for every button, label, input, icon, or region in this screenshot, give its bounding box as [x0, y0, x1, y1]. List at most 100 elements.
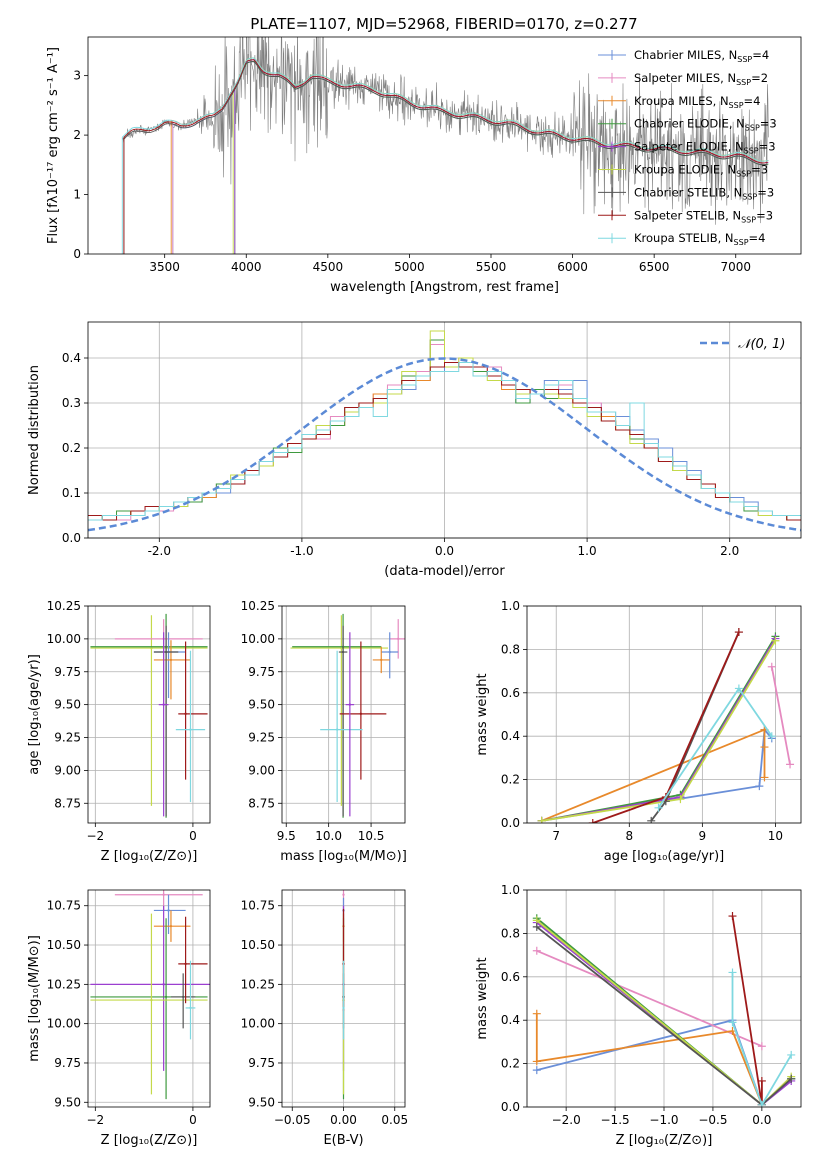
- y-tick-label: 0.1: [62, 486, 81, 500]
- y-axis-label: Normed distribution: [27, 365, 42, 495]
- panel-mass-Z: −2 0 9.50 9.75 10.00 10.25 10.50 10.75 Z [log₁₀(…: [27, 889, 211, 1148]
- weight-marker: [771, 636, 780, 645]
- panel-spectrum: 3500 4000 4500 5000 5500 6000 6500 7000 0 1 2 3 wave…: [46, 36, 802, 295]
- y-tick-label: 10.25: [241, 599, 275, 613]
- y-tick-label: 0.0: [501, 1100, 520, 1114]
- data-point: [162, 703, 165, 706]
- x-tick-label: −2: [86, 1113, 104, 1127]
- legend-entry-main: Chabrier MILES, N: [634, 48, 737, 62]
- x-tick-label: 7000: [720, 260, 751, 274]
- x-tick-label: 0.00: [330, 1113, 357, 1127]
- y-tick-label: 0.2: [501, 773, 520, 787]
- data-point: [342, 893, 345, 896]
- y-tick-label: 0.4: [501, 729, 520, 743]
- y-tick-label: 0: [73, 247, 81, 261]
- legend-entry: Salpeter ELODIE, NSSP=3: [634, 140, 776, 156]
- data-point: [184, 962, 187, 966]
- x-axis-label: mass [log₁₀(M/M⊙)]: [280, 849, 407, 864]
- legend-entry-sub: SSP: [744, 147, 759, 156]
- axes-frame: [87, 889, 211, 1108]
- axes-frame: [526, 889, 802, 1108]
- y-tick-label: 1.0: [501, 599, 520, 613]
- data-point: [162, 893, 165, 896]
- figure-title: PLATE=1107, MJD=52968, FIBERID=0170, z=0…: [250, 15, 637, 33]
- data-point: [341, 650, 345, 654]
- legend-entry: Salpeter STELIB, NSSP=3: [634, 208, 773, 224]
- y-tick-label: 9.50: [54, 698, 81, 712]
- y-tick-label: 10.25: [47, 977, 81, 991]
- y-tick-label: 0.8: [501, 642, 520, 656]
- x-tick-label: 6000: [557, 260, 588, 274]
- legend-entry: Kroupa ELODIE, NSSP=3: [634, 163, 768, 179]
- x-tick-label: 10.5: [358, 829, 385, 843]
- y-tick-label: 0.4: [501, 1013, 520, 1027]
- model-spectrum-line: [121, 57, 769, 254]
- y-tick-label: 0.3: [62, 396, 81, 410]
- data-point: [348, 703, 352, 706]
- x-tick-label: 0: [189, 1113, 197, 1127]
- y-tick-label: 9.25: [54, 731, 81, 745]
- x-tick-label: 8: [625, 829, 633, 843]
- y-tick-label: 0.4: [62, 351, 81, 365]
- y-tick-label: 10.00: [47, 1017, 81, 1031]
- x-tick-label: -1.0: [290, 544, 313, 558]
- data-point: [169, 924, 173, 928]
- y-tick-label: 1.0: [501, 883, 520, 897]
- y-tick-label: 10.75: [47, 899, 81, 913]
- x-tick-label: 0: [189, 829, 197, 843]
- y-tick-label: 9.50: [248, 698, 275, 712]
- y-axis-label: mass [log₁₀(M/M⊙)]: [27, 935, 42, 1062]
- weight-marker: [532, 946, 541, 955]
- y-tick-label: 1: [73, 188, 81, 202]
- legend-entry-main: Salpeter STELIB, N: [634, 208, 741, 222]
- weight-marker: [734, 628, 743, 637]
- data-point: [164, 650, 168, 654]
- y-tick-label: 10.50: [47, 938, 81, 952]
- weight-line: [541, 635, 777, 822]
- legend-entry-main: Salpeter ELODIE, N: [634, 140, 744, 154]
- weight-marker: [786, 760, 795, 769]
- axes-frame: [87, 36, 802, 255]
- legend-entry-main: Salpeter MILES, N: [634, 71, 736, 85]
- x-axis-label: Z [log₁₀(Z/Z⊙)]: [101, 1133, 198, 1148]
- x-tick-label: −0.5: [698, 1113, 727, 1127]
- data-point: [150, 998, 153, 1002]
- weight-marker: [588, 819, 597, 823]
- model-spectrum-line: [123, 59, 768, 254]
- data-point: [335, 728, 339, 731]
- y-tick-label: 9.75: [54, 665, 81, 679]
- x-tick-label: 7: [552, 829, 560, 843]
- weight-marker: [532, 1009, 541, 1018]
- legend-entry-count: =3: [757, 185, 774, 199]
- y-tick-label: 0.2: [501, 1057, 520, 1071]
- weight-marker: [734, 684, 743, 693]
- y-tick-label: 9.75: [248, 665, 275, 679]
- data-point: [181, 995, 185, 999]
- legend-entry-sub: SSP: [745, 124, 760, 133]
- y-tick-label: 9.25: [248, 731, 275, 745]
- legend-entry-count: =4: [744, 94, 761, 108]
- y-tick-label: 10.25: [47, 599, 81, 613]
- model-spectrum-line: [234, 59, 769, 254]
- legend-entry-main: Chabrier STELIB, N: [634, 185, 742, 199]
- weight-marker: [760, 743, 769, 752]
- x-tick-label: 0.05: [381, 1113, 408, 1127]
- y-axis-label: mass weight: [475, 673, 490, 755]
- y-axis-label: age [log₁₀(age/yr)]: [27, 654, 42, 775]
- legend-entry-sub: SSP: [736, 78, 751, 87]
- y-tick-label: 9.00: [54, 763, 81, 777]
- legend-entry: Kroupa MILES, NSSP=4: [634, 94, 760, 110]
- x-tick-label: 10.0: [315, 829, 342, 843]
- data-point: [340, 646, 343, 650]
- y-tick-label: 10.00: [241, 1017, 275, 1031]
- weight-marker: [757, 1042, 766, 1051]
- weight-marker: [728, 912, 737, 921]
- x-tick-label: 5000: [394, 260, 425, 274]
- x-tick-label: −1.5: [601, 1113, 630, 1127]
- legend-entry-sub: SSP: [736, 170, 751, 179]
- y-tick-label: 0.6: [501, 686, 520, 700]
- panel-weight-age: 7 8 9 10 0.0 0.2 0.4 0.6 0.8 1.0 age [log₁₀(age/yr…: [475, 599, 802, 864]
- weight-marker: [755, 782, 764, 791]
- legend-entry: Chabrier ELODIE, NSSP=3: [634, 117, 777, 133]
- y-tick-label: 10.00: [241, 632, 275, 646]
